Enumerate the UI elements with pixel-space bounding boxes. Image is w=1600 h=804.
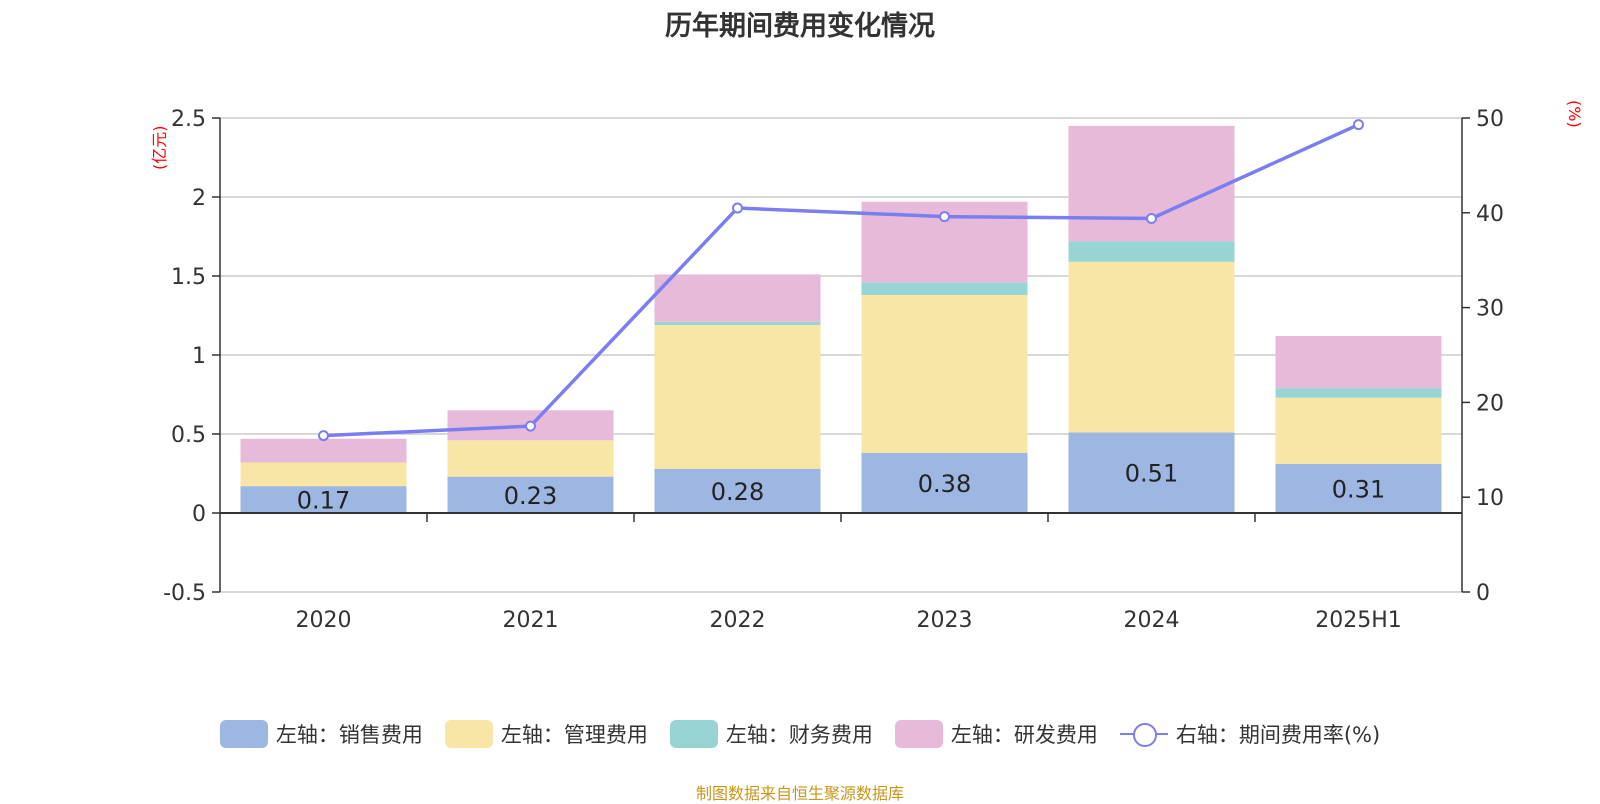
left-tick-label: 1 [192, 344, 206, 369]
legend-label-expense-rate: 右轴：期间费用率(%) [1175, 723, 1381, 747]
bar-segment-3 [240, 438, 407, 463]
x-tick-label: 2021 [503, 608, 559, 633]
left-tick-label: 0.5 [171, 423, 206, 448]
bar-data-label: 0.17 [297, 487, 350, 515]
source-note: 制图数据来自恒生聚源数据库 [695, 784, 904, 803]
bar-data-label: 0.23 [504, 482, 557, 510]
legend-swatch-finance [669, 720, 718, 748]
legend-item-expense-rate[interactable]: 右轴：期间费用率(%) [1119, 719, 1381, 749]
bar-segment-1 [861, 294, 1028, 453]
expense-rate-point [318, 430, 329, 442]
legend-item-admin[interactable]: 左轴：管理费用 [444, 719, 648, 749]
bar-segment-0 [240, 486, 407, 513]
left-tick-label: -0.5 [163, 581, 206, 606]
bar-segment-1 [654, 324, 821, 469]
legend-label-admin: 左轴：管理费用 [500, 723, 648, 747]
right-tick-label: 0 [1476, 581, 1490, 606]
bar-segment-1 [447, 440, 614, 477]
bar-data-label: 0.31 [1332, 476, 1385, 504]
legend-swatch-sales [219, 720, 268, 748]
expense-rate-point [525, 420, 536, 432]
left-tick-label: 0 [192, 502, 206, 527]
left-tick-label: 2 [192, 186, 206, 211]
left-tick-label: 2.5 [171, 107, 206, 132]
bar-segment-1 [240, 462, 407, 487]
x-tick-label: 2025H1 [1315, 608, 1402, 633]
legend-label-finance: 左轴：财务费用 [725, 723, 873, 747]
right-tick-label: 20 [1476, 391, 1504, 416]
expense-rate-point [939, 211, 950, 223]
bar-data-label: 0.28 [711, 478, 764, 506]
right-tick-label: 50 [1476, 107, 1504, 132]
x-tick-label: 2023 [917, 608, 973, 633]
bar-data-label: 0.38 [918, 470, 971, 498]
bar-segment-3 [1275, 336, 1442, 389]
legend-item-finance[interactable]: 左轴：财务费用 [669, 719, 873, 749]
right-tick-label: 40 [1476, 202, 1504, 227]
legend-label-rd: 左轴：研发费用 [950, 723, 1098, 747]
expense-rate-point [732, 202, 743, 214]
chart-title: 历年期间费用变化情况 [665, 11, 935, 42]
x-tick-label: 2024 [1124, 608, 1180, 633]
bar-segment-0 [1275, 464, 1442, 513]
bar-segment-0 [1068, 432, 1235, 513]
right-tick-label: 30 [1476, 297, 1504, 322]
bar-data-label: 0.51 [1125, 460, 1178, 488]
x-tick-label: 2022 [710, 608, 766, 633]
bar-segment-0 [654, 468, 821, 513]
bar-segment-2 [654, 321, 821, 325]
legend-item-rd[interactable]: 左轴：研发费用 [894, 719, 1098, 749]
left-tick-label: 1.5 [171, 265, 206, 290]
bar-segment-2 [861, 282, 1028, 295]
legend-swatch-rd [894, 720, 943, 748]
legend-label-sales: 左轴：销售费用 [275, 723, 423, 747]
bar-segment-1 [1275, 397, 1442, 465]
bar-segment-2 [1068, 241, 1235, 262]
bar-segment-0 [861, 452, 1028, 513]
legend-swatch-expense-rate [1119, 720, 1168, 748]
bar-segment-1 [1068, 261, 1235, 433]
legend-item-sales[interactable]: 左轴：销售费用 [219, 719, 423, 749]
bar-segment-0 [447, 476, 614, 513]
bar-segment-2 [1275, 388, 1442, 398]
expense-rate-point [1146, 212, 1157, 224]
bar-segment-3 [654, 274, 821, 322]
right-tick-label: 10 [1476, 486, 1504, 511]
x-tick-label: 2020 [296, 608, 352, 633]
expense-rate-line [323, 123, 1360, 438]
legend-swatch-admin [444, 720, 493, 748]
chart-legend: 左轴：销售费用 左轴：管理费用 左轴：财务费用 左轴：研发费用 右轴：期间费用率… [0, 719, 1600, 749]
expense-rate-point [1353, 119, 1364, 131]
